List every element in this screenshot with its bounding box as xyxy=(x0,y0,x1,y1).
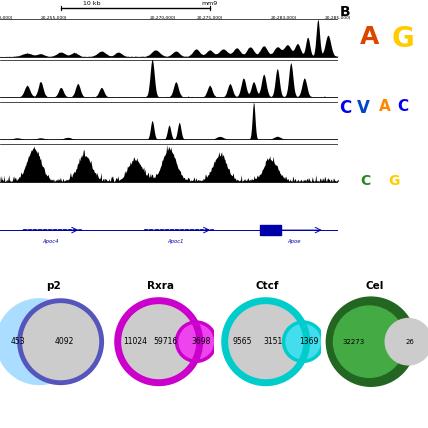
Text: 4092: 4092 xyxy=(54,337,74,346)
Text: 59716: 59716 xyxy=(154,337,178,346)
Text: B: B xyxy=(340,5,351,19)
Text: 32273: 32273 xyxy=(342,339,364,345)
Text: 11024: 11024 xyxy=(124,337,148,346)
Text: Apoc4: Apoc4 xyxy=(42,239,59,244)
Text: 20,275,000|: 20,275,000| xyxy=(196,15,223,19)
Text: 1369: 1369 xyxy=(299,337,318,346)
Circle shape xyxy=(333,306,405,377)
Text: 20,283,000|: 20,283,000| xyxy=(271,15,297,19)
Circle shape xyxy=(0,299,82,384)
Circle shape xyxy=(385,318,428,365)
Circle shape xyxy=(225,301,307,383)
Text: G: G xyxy=(392,25,414,53)
Text: 10 kb: 10 kb xyxy=(83,1,100,6)
Text: Apoc1: Apoc1 xyxy=(168,239,184,244)
Circle shape xyxy=(326,297,416,386)
Circle shape xyxy=(283,322,323,361)
Text: Cel: Cel xyxy=(366,281,383,291)
Text: p2: p2 xyxy=(46,281,61,291)
Text: mm9: mm9 xyxy=(202,1,218,6)
Text: C: C xyxy=(360,174,370,188)
Text: 20,250,000|: 20,250,000| xyxy=(0,15,13,19)
Text: Rxra: Rxra xyxy=(147,281,174,291)
Text: Ctcf: Ctcf xyxy=(256,281,279,291)
Text: 26: 26 xyxy=(406,339,415,345)
Circle shape xyxy=(176,322,216,361)
Text: G: G xyxy=(388,174,399,188)
Text: Apoe: Apoe xyxy=(288,239,301,244)
Text: 3151: 3151 xyxy=(263,337,282,346)
Circle shape xyxy=(118,301,200,383)
Text: A: A xyxy=(379,99,391,114)
Text: 20,255,000|: 20,255,000| xyxy=(41,15,67,19)
Text: C: C xyxy=(339,99,351,117)
Text: 9565: 9565 xyxy=(233,337,252,346)
Text: A: A xyxy=(360,25,379,49)
Text: V: V xyxy=(357,99,370,117)
Text: C: C xyxy=(397,99,408,114)
Text: 20,270,000|: 20,270,000| xyxy=(149,15,175,19)
Text: 453: 453 xyxy=(11,337,25,346)
Text: 3698: 3698 xyxy=(192,337,211,346)
Circle shape xyxy=(20,301,101,383)
Text: 20,285,000|: 20,285,000| xyxy=(325,15,351,19)
